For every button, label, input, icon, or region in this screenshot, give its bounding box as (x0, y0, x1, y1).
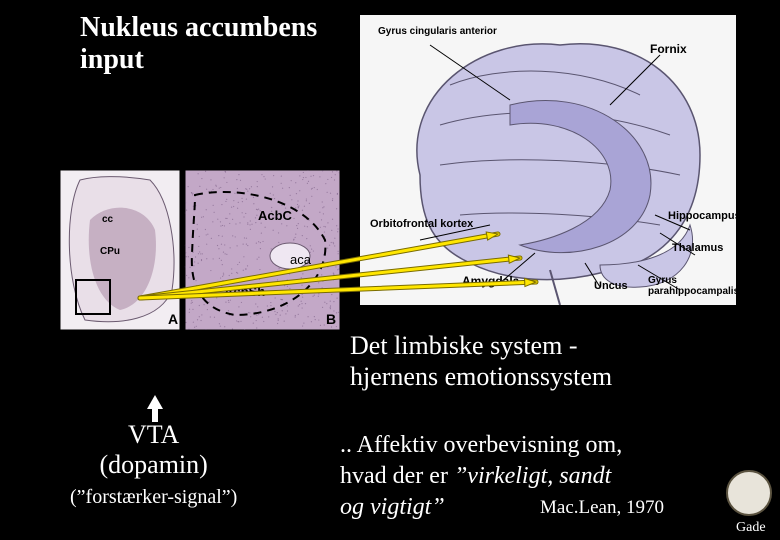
vta-arrow-icon (147, 395, 163, 409)
quote-line2b: ”virkeligt, sandt (454, 463, 611, 489)
slide-root: Nukleus accumbens input Gyrus cingularis… (0, 0, 780, 540)
brain-label: Amygdala (462, 274, 519, 288)
citation: Mac.Lean, 1970 (540, 497, 664, 519)
vta-caption: VTA (dopamin) (”forstærker-signal”) (70, 420, 237, 510)
limbic-heading: Det limbiske system - hjernens emotionss… (350, 330, 612, 392)
svg-text:A: A (168, 311, 178, 327)
author-name-text: Gade (736, 520, 766, 535)
quote-line1: .. Affektiv overbevisning om, (340, 432, 622, 458)
quote-line3: og vigtigt” (340, 494, 445, 520)
vta-subcaption: (”forstærker-signal”) (70, 486, 237, 508)
brain-label: Gyrus cingularis anterior (378, 26, 497, 37)
histology-label: AcbSh (224, 284, 265, 299)
heading-line2: hjernens emotionssystem (350, 362, 612, 391)
university-seal-icon (726, 470, 772, 516)
brain-diagram (360, 15, 736, 305)
brain-label: Orbitofrontal kortex (370, 218, 473, 230)
svg-text:B: B (326, 311, 336, 327)
brain-svg (360, 15, 736, 305)
histology-label: cc (102, 214, 113, 225)
slide-title: Nukleus accumbens input (80, 12, 317, 76)
vta-line1: VTA (128, 420, 179, 449)
brain-label: Fornix (650, 42, 687, 56)
brain-label: Gyrus parahippocampalis (648, 276, 738, 297)
citation-text: Mac.Lean, 1970 (540, 497, 664, 518)
histology-label: AcbC (258, 208, 292, 223)
histology-label: CPu (100, 246, 120, 257)
brain-label: Uncus (594, 280, 628, 292)
title-line2: input (80, 44, 144, 75)
quote-line2a: hvad der er (340, 463, 454, 489)
brain-label: Thalamus (672, 242, 723, 254)
histology-label: aca (290, 252, 311, 267)
vta-line2: (dopamin) (100, 450, 208, 479)
heading-line1: Det limbiske system - (350, 331, 577, 360)
author-name: Gade (736, 520, 766, 536)
title-line1: Nukleus accumbens (80, 12, 317, 43)
brain-label: Hippocampus (668, 210, 741, 222)
